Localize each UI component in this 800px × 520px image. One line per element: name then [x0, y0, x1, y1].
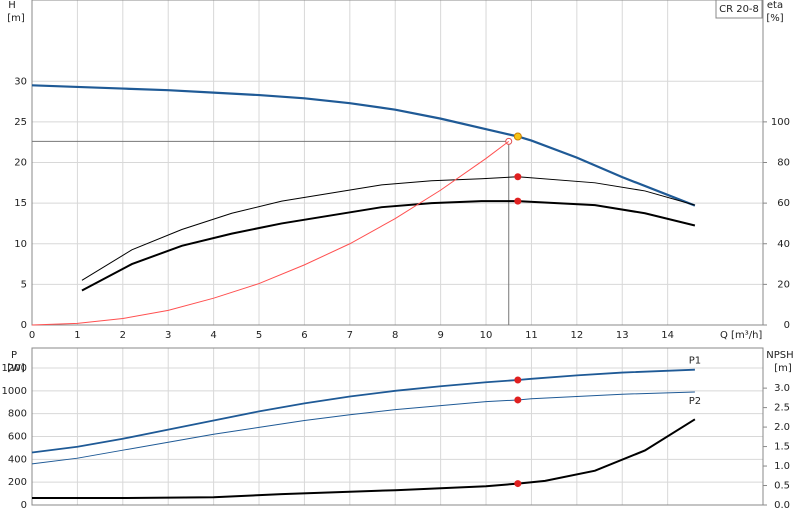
series-line	[31, 368, 695, 454]
y2-tick-label: 80	[777, 158, 790, 169]
marker	[513, 132, 522, 141]
marker	[514, 396, 522, 404]
y-tick-label: 5	[21, 279, 27, 290]
title-box	[715, 0, 763, 19]
marker	[514, 197, 522, 205]
series-line	[81, 200, 696, 292]
series-line	[32, 418, 696, 499]
y2-tick-label: 2.5	[774, 403, 790, 414]
y2-axis-label: NPSH	[766, 350, 793, 361]
series-label: P1	[689, 356, 701, 367]
y-tick-label: 600	[8, 431, 27, 442]
y-tick-label: 0	[21, 500, 27, 511]
y2-tick-label: 60	[777, 198, 790, 209]
y-axis-unit: [W]	[7, 363, 25, 374]
y2-tick-label: 20	[777, 279, 790, 290]
y-tick-label: 800	[8, 409, 27, 420]
x-tick-label: 3	[165, 330, 171, 341]
y-tick-label: 200	[8, 477, 27, 488]
y2-tick-label: 40	[777, 239, 790, 250]
y-tick-label: 25	[14, 117, 27, 128]
x-tick-label: 5	[256, 330, 262, 341]
y-axis-label: P	[11, 350, 17, 361]
x-tick-label: 14	[661, 330, 674, 341]
x-tick-label: 13	[616, 330, 629, 341]
marker	[514, 173, 522, 181]
x-tick-label: 9	[437, 330, 443, 341]
y-axis-label: H	[8, 0, 16, 11]
series-line	[81, 176, 696, 281]
marker	[514, 376, 522, 384]
series-line	[31, 84, 696, 207]
marker	[514, 480, 522, 488]
x-tick-label: 6	[301, 330, 307, 341]
x-tick-label: 12	[570, 330, 583, 341]
x-tick-label: 2	[120, 330, 126, 341]
y2-tick-label: 100	[771, 117, 790, 128]
y-axis-unit: [m]	[7, 13, 25, 24]
y2-axis-unit: [%]	[766, 13, 783, 24]
x-tick-label: 4	[210, 330, 216, 341]
x-axis-label: Q [m³/h]	[720, 330, 762, 341]
y-tick-label: 15	[14, 198, 27, 209]
y2-tick-label: 3.0	[774, 383, 790, 394]
chart-title: CR 20-8	[719, 4, 759, 15]
x-tick-label: 10	[480, 330, 493, 341]
y-tick-label: 20	[14, 158, 27, 169]
y2-tick-label: 0.5	[774, 481, 790, 492]
y-tick-label: 10	[14, 239, 27, 250]
y2-tick-label: 0.0	[774, 500, 790, 511]
series-label: P2	[689, 396, 701, 407]
y-tick-label: 30	[14, 76, 27, 87]
x-tick-label: 11	[525, 330, 538, 341]
series-line	[31, 140, 510, 326]
y2-axis-unit: [m]	[774, 363, 792, 374]
y2-tick-label: 0	[784, 320, 790, 331]
y-tick-label: 1200	[2, 363, 27, 374]
y2-axis-label: eta	[767, 0, 783, 11]
x-tick-label: 8	[392, 330, 398, 341]
y2-tick-label: 1.5	[774, 442, 790, 453]
y-tick-label: 400	[8, 454, 27, 465]
plot-frame	[31, 347, 764, 506]
x-tick-label: 0	[29, 330, 35, 341]
y2-tick-label: 2.0	[774, 422, 790, 433]
y-tick-label: 0	[21, 320, 27, 331]
x-tick-label: 1	[74, 330, 80, 341]
series-line	[31, 391, 695, 465]
y2-tick-label: 1.0	[774, 461, 790, 472]
x-tick-label: 7	[347, 330, 353, 341]
y-tick-label: 1000	[2, 386, 27, 397]
duty-lines	[32, 140, 510, 325]
